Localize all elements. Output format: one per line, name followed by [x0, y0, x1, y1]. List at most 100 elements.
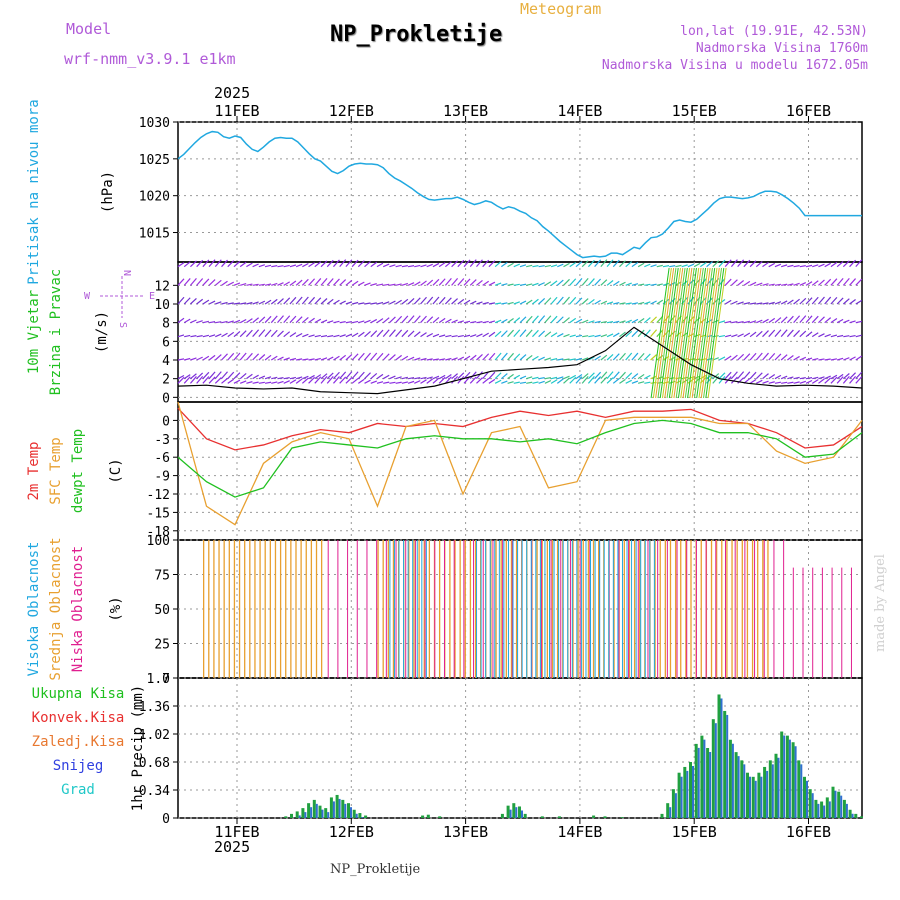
wind-barb	[550, 296, 558, 305]
wind-barb	[463, 299, 471, 305]
precip-bar	[506, 805, 510, 818]
wind-barb	[644, 381, 651, 384]
wind-barb	[544, 331, 552, 338]
precip-bar-snow	[321, 809, 324, 818]
precip-bar	[364, 815, 368, 818]
wind-barb	[693, 317, 701, 324]
wind-barb	[283, 357, 290, 361]
wind-barb	[420, 376, 427, 380]
temperature-ytick-label: 0	[162, 414, 170, 429]
wind-barb	[507, 318, 514, 324]
wind-barb	[476, 321, 483, 324]
wind-barb	[613, 320, 620, 324]
wind-barb	[762, 352, 769, 361]
wind-barb	[855, 259, 863, 268]
wind-barb	[787, 299, 794, 305]
wind-barb	[730, 376, 738, 384]
wind-ytick-label: 2	[162, 373, 170, 388]
wind-barb	[762, 380, 769, 384]
wind-barb	[680, 267, 700, 399]
precip-bar-snow	[714, 723, 717, 818]
wind-barb	[189, 376, 197, 384]
wind-barb	[532, 298, 539, 305]
wind-barb	[600, 354, 608, 361]
wind-barb	[669, 265, 676, 268]
wind-barb	[345, 321, 352, 324]
wind-barb	[233, 260, 241, 268]
wind-barb	[407, 298, 415, 305]
wind-barb	[289, 315, 297, 324]
wind-barb	[519, 316, 527, 324]
wind-barb	[301, 296, 309, 305]
wind-barb	[774, 374, 782, 380]
wind-barb	[731, 321, 738, 324]
wind-barb	[345, 333, 353, 338]
wind-barb	[407, 377, 415, 380]
wind-barb	[488, 378, 496, 384]
wind-barb	[326, 259, 334, 268]
wind-barb	[469, 376, 477, 384]
wind-barb	[351, 371, 359, 380]
wind-barb	[655, 267, 675, 399]
wind-barb	[389, 283, 396, 286]
wind-barb	[526, 381, 533, 384]
precip-bar-snow	[777, 757, 780, 818]
wind-barb	[594, 320, 601, 324]
wind-barb	[202, 320, 210, 324]
wind-barb	[476, 279, 483, 286]
precip-legend-item: Grad	[61, 782, 95, 798]
wind-barb	[345, 354, 353, 361]
wind-barb	[351, 353, 359, 361]
wind-barb	[650, 354, 657, 361]
wind-barb	[488, 302, 496, 305]
wind-barb	[799, 315, 807, 324]
wind-barb	[830, 358, 838, 361]
wind-barb	[625, 352, 633, 361]
wind-barb	[246, 301, 253, 305]
wind-barb	[638, 283, 645, 286]
wind-barb	[383, 381, 390, 384]
wind-barb	[177, 262, 185, 268]
wind-barb	[749, 260, 757, 268]
wind-barb	[463, 278, 471, 286]
precip-bar	[700, 735, 704, 818]
wind-barb	[830, 296, 838, 305]
x-tick-label-bottom: 15FEB	[672, 823, 717, 841]
wind-barb	[339, 300, 346, 305]
wind-barb	[438, 278, 446, 286]
wind-barb	[407, 282, 415, 286]
wind-barb	[818, 263, 825, 268]
precip-bar	[689, 762, 692, 818]
wind-barb	[246, 373, 253, 380]
wind-barb	[457, 356, 465, 361]
wind-barb	[538, 282, 545, 286]
wind-barb	[308, 334, 315, 338]
wind-barb	[395, 283, 402, 286]
wind-barb	[830, 318, 838, 324]
cloud-ylabel: Visoka Oblacnost	[26, 542, 42, 677]
wind-barb	[376, 373, 384, 380]
wind-barb	[438, 262, 446, 268]
wind-barb	[233, 330, 241, 338]
wind-barb	[482, 353, 490, 361]
elevation-label: Nadmorska Visina 1760m	[695, 41, 868, 56]
wind-barb	[364, 352, 372, 361]
wind-barb	[650, 264, 657, 268]
precip-bar-snow	[823, 805, 826, 818]
wind-barb	[619, 331, 626, 338]
wind-barb	[407, 265, 415, 268]
wind-barb	[420, 315, 427, 324]
wind-barb	[196, 259, 204, 268]
precip-bar	[694, 743, 698, 818]
wind-barb	[470, 334, 477, 338]
wind-barb	[799, 282, 807, 286]
wind-barb	[749, 371, 757, 380]
credit-label: made by Angel	[873, 554, 888, 652]
precip-bar-snow	[783, 735, 786, 818]
precip-bar	[295, 811, 299, 818]
precip-bar	[803, 776, 806, 818]
wind-barb	[689, 267, 709, 399]
wind-barb	[401, 265, 408, 268]
wind-barb	[221, 259, 228, 268]
